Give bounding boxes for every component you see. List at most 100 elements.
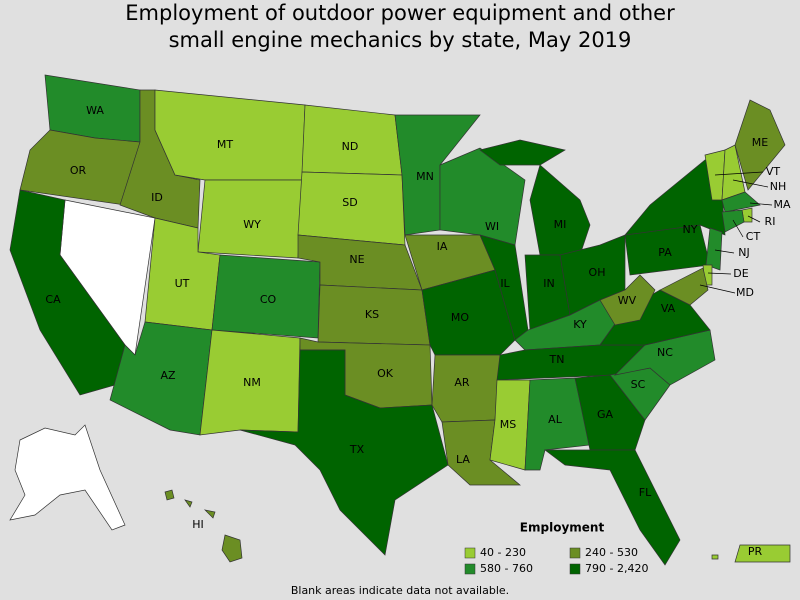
state bbox=[721, 209, 745, 233]
state-shape bbox=[543, 449, 681, 566]
legend-swatch bbox=[569, 547, 581, 559]
state-label: IA bbox=[437, 240, 448, 253]
leader-line bbox=[699, 284, 736, 294]
state-label: VA bbox=[661, 302, 676, 315]
state-shape bbox=[479, 139, 566, 166]
state bbox=[489, 379, 531, 471]
state-label: SD bbox=[342, 196, 357, 209]
state-label: OR bbox=[70, 164, 87, 177]
state-shape bbox=[529, 164, 591, 256]
state-shape bbox=[721, 191, 761, 213]
state-shape bbox=[221, 534, 243, 563]
state-label: LA bbox=[456, 453, 470, 466]
state bbox=[599, 274, 656, 326]
state bbox=[711, 544, 791, 563]
leader-line bbox=[707, 272, 732, 275]
state-label: NJ bbox=[738, 246, 749, 259]
state bbox=[543, 449, 681, 566]
state-shape bbox=[711, 554, 719, 560]
state-label: WY bbox=[243, 218, 261, 231]
state-label: AL bbox=[548, 413, 563, 426]
legend-label: 240 - 530 bbox=[585, 546, 638, 559]
state-label: NY bbox=[683, 223, 698, 236]
state-label: GA bbox=[597, 408, 614, 421]
state-shape bbox=[154, 89, 306, 181]
state-label: NE bbox=[349, 253, 364, 266]
state-label: TN bbox=[549, 353, 565, 366]
state-label: PR bbox=[748, 545, 763, 558]
legend-label: 580 - 760 bbox=[480, 562, 533, 575]
map-title: Employment of outdoor power equipment an… bbox=[125, 1, 675, 52]
state-label: PA bbox=[658, 246, 672, 259]
legend-swatch bbox=[464, 547, 476, 559]
state-shape bbox=[489, 379, 531, 471]
state-label: RI bbox=[765, 215, 776, 228]
state-label: MS bbox=[500, 418, 516, 431]
state-label: ND bbox=[342, 140, 359, 153]
state-label: KY bbox=[573, 318, 587, 331]
state-label: NM bbox=[243, 376, 261, 389]
state bbox=[574, 374, 646, 451]
state-label: IN bbox=[543, 277, 554, 290]
state-label: DE bbox=[733, 267, 748, 280]
state-label: TX bbox=[349, 443, 365, 456]
state-shape bbox=[184, 499, 193, 508]
state-shape bbox=[203, 509, 216, 519]
leader-line bbox=[732, 179, 769, 188]
state-label: KS bbox=[365, 308, 379, 321]
state-shape bbox=[734, 544, 791, 563]
state-shape bbox=[721, 209, 745, 233]
state-label: IL bbox=[500, 277, 510, 290]
state bbox=[164, 489, 243, 563]
legend-label: 790 - 2,420 bbox=[585, 562, 648, 575]
state-label: CO bbox=[260, 293, 277, 306]
state-label: FL bbox=[639, 486, 652, 499]
state-label: AZ bbox=[160, 369, 176, 382]
leader-line bbox=[732, 219, 744, 238]
state-label: MA bbox=[773, 198, 790, 211]
state-label: WI bbox=[485, 220, 499, 233]
state-label: MD bbox=[736, 286, 754, 299]
state bbox=[659, 267, 709, 306]
state-shape bbox=[599, 274, 656, 326]
state-label: ID bbox=[151, 191, 163, 204]
state-label: HI bbox=[192, 518, 204, 531]
state-label: SC bbox=[631, 378, 646, 391]
state-label: WA bbox=[86, 104, 104, 117]
leader-line bbox=[749, 202, 773, 206]
state bbox=[705, 227, 723, 271]
note: Blank areas indicate data not available. bbox=[291, 584, 509, 597]
state-label: MN bbox=[416, 170, 434, 183]
legend-swatch bbox=[464, 563, 476, 575]
state bbox=[154, 89, 306, 181]
state-shape bbox=[705, 227, 723, 271]
state-label: MO bbox=[451, 311, 469, 324]
state-label: NH bbox=[770, 180, 787, 193]
state-shape bbox=[659, 267, 709, 306]
state-label: CT bbox=[746, 230, 761, 243]
legend-label: 40 - 230 bbox=[480, 546, 526, 559]
state bbox=[479, 139, 591, 256]
state-no-data bbox=[9, 424, 126, 531]
legend-title: Employment bbox=[520, 521, 605, 535]
leader-line bbox=[714, 249, 735, 254]
state-label: MT bbox=[217, 138, 233, 151]
state-label: OK bbox=[377, 367, 394, 380]
state-shape bbox=[164, 489, 175, 501]
state-label: NC bbox=[657, 346, 673, 359]
state-label: MI bbox=[554, 218, 567, 231]
state-label: WV bbox=[618, 294, 637, 307]
legend-swatch bbox=[569, 563, 581, 575]
state bbox=[239, 349, 449, 556]
state-label: CA bbox=[45, 293, 61, 306]
state-label: ME bbox=[752, 136, 768, 149]
state-shape bbox=[239, 349, 449, 556]
leader-line bbox=[747, 215, 761, 223]
state-label: OH bbox=[589, 266, 606, 279]
state-label: UT bbox=[175, 277, 190, 290]
state bbox=[721, 191, 761, 213]
leader-line bbox=[714, 171, 764, 176]
state-label: AR bbox=[454, 376, 470, 389]
